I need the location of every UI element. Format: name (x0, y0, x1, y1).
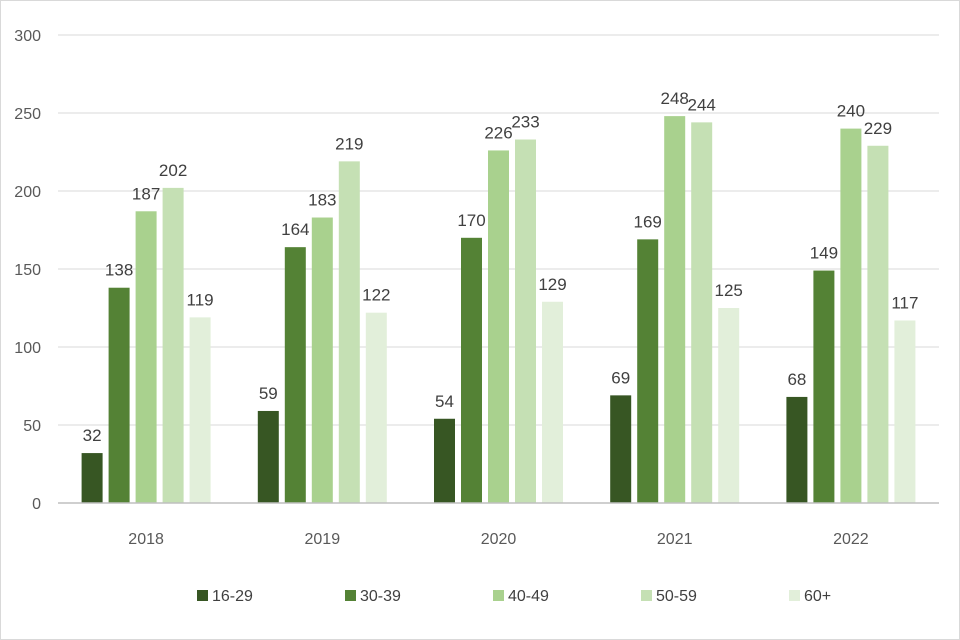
legend-label: 30-39 (360, 588, 401, 605)
bar-16-29-2021 (610, 395, 632, 503)
data-label: 59 (259, 384, 278, 403)
bar-30-39-2018 (108, 287, 130, 503)
data-label: 248 (661, 89, 689, 108)
data-label: 68 (787, 370, 806, 389)
data-label: 233 (511, 113, 539, 132)
data-label: 183 (308, 191, 336, 210)
legend-label: 40-49 (508, 588, 549, 605)
data-label: 170 (457, 211, 485, 230)
data-label: 219 (335, 134, 363, 153)
bar-60+-2021 (718, 308, 740, 503)
y-tick-label: 100 (14, 340, 41, 357)
x-tick-label: 2022 (833, 531, 869, 548)
x-tick-label: 2021 (657, 531, 693, 548)
legend-label: 50-59 (656, 588, 697, 605)
legend-label: 16-29 (212, 588, 253, 605)
data-label: 32 (83, 426, 102, 445)
bar-16-29-2018 (81, 453, 103, 503)
x-tick-label: 2019 (305, 531, 341, 548)
bar-16-29-2019 (257, 410, 279, 503)
legend-label: 60+ (804, 588, 831, 605)
bar-60+-2019 (365, 312, 387, 503)
x-tick-label: 2018 (128, 531, 164, 548)
legend-swatch (345, 590, 356, 601)
data-label: 69 (611, 368, 630, 387)
bar-50-59-2018 (162, 187, 184, 503)
data-label: 229 (864, 119, 892, 138)
data-label: 187 (132, 184, 160, 203)
bar-60+-2022 (894, 320, 916, 503)
bar-40-49-2022 (840, 128, 862, 503)
bar-30-39-2020 (461, 237, 482, 504)
bar-40-49-2019 (311, 217, 333, 503)
bar-50-59-2022 (867, 145, 889, 503)
bar-50-59-2019 (338, 161, 360, 504)
data-label: 202 (159, 161, 187, 180)
y-tick-label: 150 (14, 262, 41, 279)
data-label: 244 (688, 95, 716, 114)
bar-50-59-2021 (691, 122, 713, 504)
x-tick-label: 2020 (481, 531, 517, 548)
data-label: 117 (891, 293, 918, 312)
y-tick-label: 250 (14, 106, 41, 123)
data-label: 149 (810, 244, 838, 263)
bar-16-29-2022 (786, 396, 808, 503)
bar-40-49-2020 (488, 150, 509, 503)
bar-60+-2018 (189, 317, 211, 503)
legend-swatch (493, 590, 504, 601)
bar-30-39-2022 (813, 270, 835, 503)
data-label: 240 (837, 102, 865, 121)
data-label: 125 (715, 281, 743, 300)
bar-30-39-2021 (637, 239, 659, 504)
legend-swatch (789, 590, 800, 601)
y-tick-label: 200 (14, 184, 41, 201)
bar-16-29-2020 (434, 418, 455, 503)
y-tick-label: 0 (32, 496, 41, 513)
data-label: 119 (187, 290, 214, 309)
legend-swatch (197, 590, 208, 601)
bar-40-49-2021 (664, 116, 686, 504)
y-tick-label: 50 (23, 418, 41, 435)
data-label: 54 (435, 392, 454, 411)
y-tick-label: 300 (14, 28, 41, 45)
data-label: 164 (281, 220, 309, 239)
bar-40-49-2018 (135, 211, 157, 503)
data-label: 122 (362, 286, 390, 305)
data-label: 226 (484, 123, 512, 142)
legend-swatch (641, 590, 652, 601)
bar-60+-2020 (542, 301, 563, 503)
bar-50-59-2020 (515, 139, 536, 503)
data-label: 169 (634, 212, 662, 231)
data-label: 138 (105, 261, 133, 280)
bar-30-39-2019 (284, 247, 306, 503)
data-label: 129 (538, 275, 566, 294)
